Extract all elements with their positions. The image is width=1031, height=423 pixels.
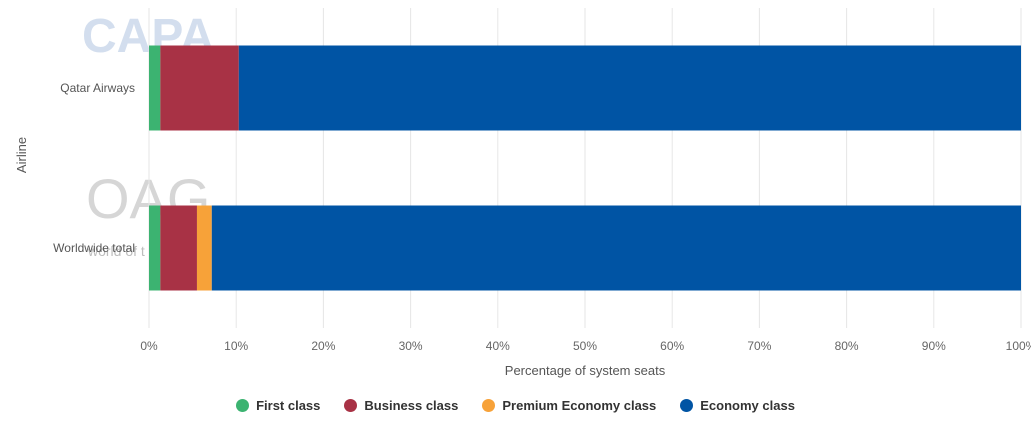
- legend-label: Premium Economy class: [502, 398, 657, 413]
- legend-swatch: [236, 399, 250, 412]
- x-tick-label: 20%: [311, 339, 335, 353]
- x-tick-label: 30%: [399, 339, 423, 353]
- x-tick-label: 50%: [573, 339, 597, 353]
- x-tick-label: 10%: [224, 339, 248, 353]
- oag-watermark-tagline: world of t: [87, 243, 145, 259]
- x-tick-label: 70%: [747, 339, 771, 353]
- x-tick-label: 40%: [486, 339, 510, 353]
- legend-label: First class: [256, 398, 321, 413]
- legend-item[interactable]: Economy class: [680, 398, 795, 413]
- legend-item[interactable]: Premium Economy class: [482, 398, 656, 413]
- legend-item[interactable]: Business class: [344, 398, 458, 413]
- category-label: Worldwide total: [53, 241, 135, 255]
- legend-swatch: [344, 399, 358, 412]
- legend-swatch: [680, 399, 694, 412]
- y-axis-title: Airline: [14, 137, 29, 173]
- category-label: Qatar Airways: [60, 81, 135, 95]
- legend-label: Economy class: [700, 398, 795, 413]
- x-tick-label: 80%: [835, 339, 859, 353]
- bar-segment: [160, 205, 197, 291]
- bar-segment: [211, 205, 1021, 291]
- x-tick-label: 90%: [922, 339, 946, 353]
- bar-segment: [196, 205, 212, 291]
- bars: [149, 45, 1022, 291]
- bar-segment: [149, 45, 161, 131]
- x-tick-label: 60%: [660, 339, 684, 353]
- x-tick-label: 100%: [1006, 339, 1031, 353]
- x-tick-label: 0%: [140, 339, 158, 353]
- chart-legend: First class Business class Premium Economy…: [0, 398, 1031, 413]
- legend-label: Business class: [364, 398, 459, 413]
- bar-segment: [149, 205, 161, 291]
- x-axis-title: Percentage of system seats: [505, 363, 666, 378]
- legend-swatch: [482, 399, 496, 412]
- x-tick-labels: 0% 10% 20% 30% 40% 50% 60% 70% 80% 90% 100%: [140, 339, 1031, 353]
- bar-segment: [238, 45, 1022, 131]
- bar-segment: [160, 45, 239, 131]
- category-labels: Qatar Airways Worldwide total: [53, 81, 135, 255]
- legend-item[interactable]: First class: [236, 398, 320, 413]
